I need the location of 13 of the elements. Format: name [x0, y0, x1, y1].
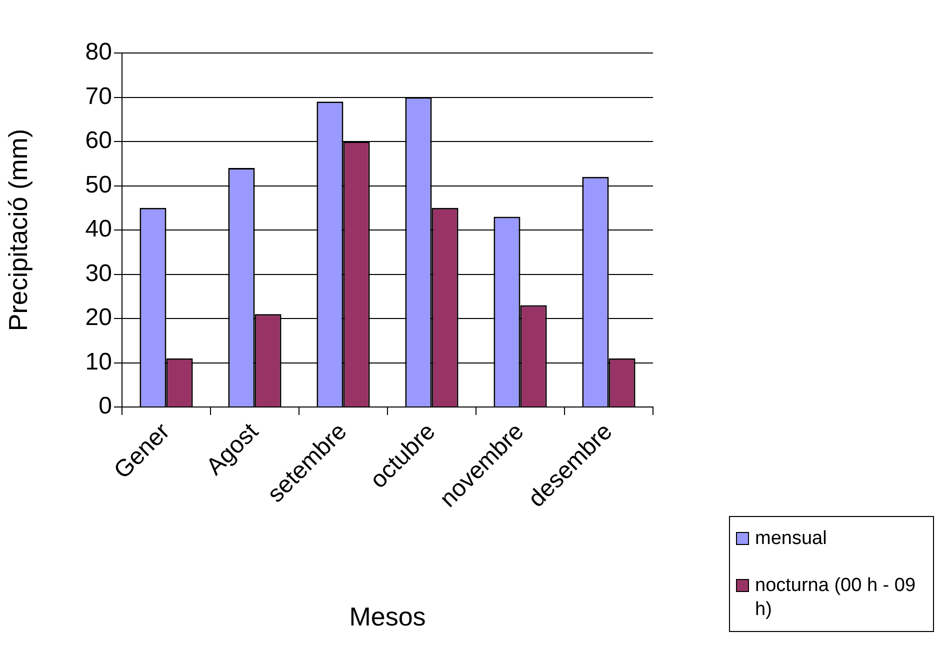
- y-tick-label: 40: [85, 216, 112, 243]
- y-tick-label: 0: [98, 392, 112, 420]
- y-tick-label: 10: [85, 348, 112, 376]
- y-tick-label: 50: [85, 171, 112, 198]
- y-tick-label: 60: [85, 127, 112, 154]
- y-tick-label: 30: [85, 260, 112, 287]
- y-axis-title: Precipitació (mm): [2, 128, 33, 332]
- y-tick-label: 80: [85, 38, 112, 66]
- y-tick-label: 20: [85, 304, 112, 332]
- x-axis-title: Mesos: [349, 602, 426, 632]
- legend-label: mensual: [755, 527, 828, 551]
- legend-label: nocturna (00 h - 09 h): [755, 574, 917, 622]
- y-tick-label: 70: [85, 82, 112, 110]
